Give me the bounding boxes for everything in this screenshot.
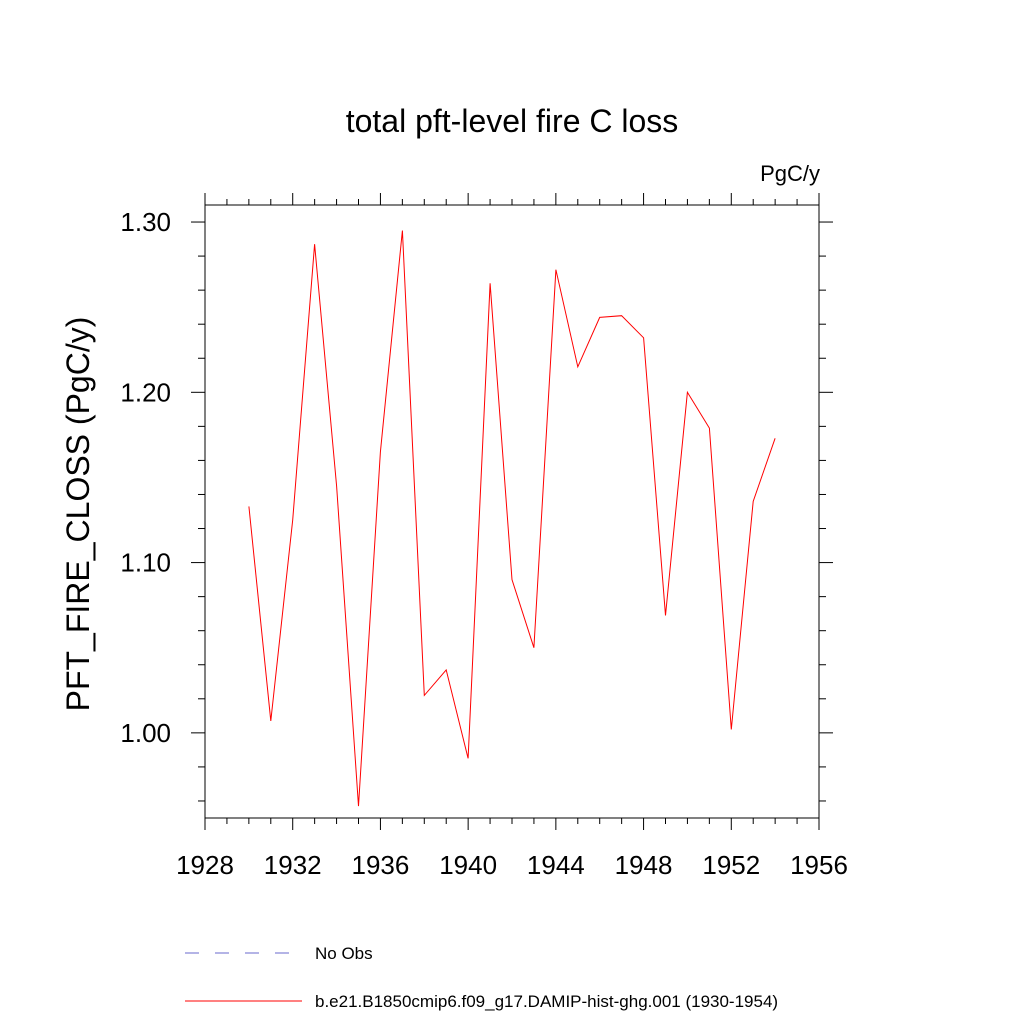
x-tick-label: 1952 <box>702 850 760 880</box>
x-tick-label: 1928 <box>176 850 234 880</box>
plot-frame <box>204 204 820 819</box>
axis-ticks <box>191 193 833 830</box>
chart-title: total pft-level fire C loss <box>346 103 679 139</box>
units-label: PgC/y <box>760 161 820 186</box>
series-line <box>248 230 776 807</box>
x-tick-label: 1940 <box>439 850 497 880</box>
y-tick-label: 1.10 <box>120 548 171 578</box>
legend-label: No Obs <box>315 944 373 963</box>
y-tick-label: 1.30 <box>120 207 171 237</box>
y-tick-label: 1.00 <box>120 718 171 748</box>
axis-tick-labels: 1928 1932 1936 1940 1944 1948 1952 1956 1.00 1.10… <box>120 207 848 880</box>
x-tick-label: 1932 <box>264 850 322 880</box>
x-tick-label: 1944 <box>527 850 585 880</box>
x-tick-label: 1956 <box>790 850 848 880</box>
legend: No Obs b.e21.B1850cmip6.f09_g17.DAMIP-his… <box>185 944 778 1011</box>
legend-label: b.e21.B1850cmip6.f09_g17.DAMIP-hist-ghg.… <box>315 992 778 1011</box>
data-series <box>248 230 776 807</box>
y-tick-label: 1.20 <box>120 377 171 407</box>
y-axis-label: PFT_FIRE_CLOSS (PgC/y) <box>60 317 96 712</box>
x-tick-label: 1948 <box>615 850 673 880</box>
x-tick-label: 1936 <box>352 850 410 880</box>
